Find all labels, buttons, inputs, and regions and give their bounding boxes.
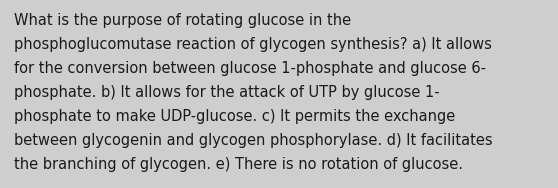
Text: for the conversion between glucose 1-phosphate and glucose 6-: for the conversion between glucose 1-pho… [14,61,486,76]
Text: phosphate to make UDP-glucose. c) It permits the exchange: phosphate to make UDP-glucose. c) It per… [14,109,455,124]
Text: What is the purpose of rotating glucose in the: What is the purpose of rotating glucose … [14,13,351,28]
Text: phosphoglucomutase reaction of glycogen synthesis? a) It allows: phosphoglucomutase reaction of glycogen … [14,37,492,52]
Text: phosphate. b) It allows for the attack of UTP by glucose 1-: phosphate. b) It allows for the attack o… [14,85,440,100]
Text: between glycogenin and glycogen phosphorylase. d) It facilitates: between glycogenin and glycogen phosphor… [14,133,493,148]
Text: the branching of glycogen. e) There is no rotation of glucose.: the branching of glycogen. e) There is n… [14,157,463,172]
